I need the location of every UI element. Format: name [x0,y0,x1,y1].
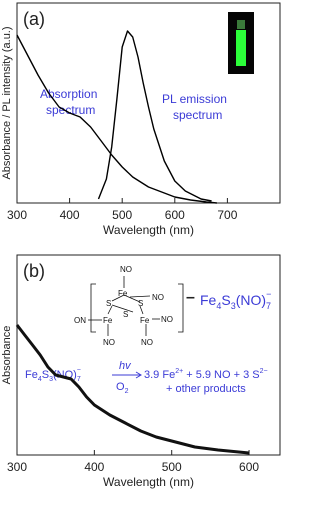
structure-label: Fe [140,316,150,325]
formula-part: 3 [49,376,53,383]
formula-part: 3 [231,301,236,311]
annotation: Absorption [40,87,97,101]
x-tick-label: 400 [84,460,104,474]
formula-part: − [266,289,271,299]
reaction-products: + other products [166,383,246,395]
structure-label: Fe [118,289,128,298]
x-tick-label: 300 [7,460,27,474]
charge: – [186,289,195,306]
x-tick-label: 600 [239,460,259,474]
structure-label: NO [103,338,115,347]
formula-part: S [42,369,49,381]
structure-label: NO [120,265,132,274]
formula-part: 2− [260,368,268,375]
structure-label: NO [141,338,153,347]
plot-frame [16,2,281,204]
structure-label: NO [161,315,173,324]
formula-part: 3.9 Fe [144,369,175,381]
series-line [16,34,217,204]
arrow-head [135,371,142,379]
formula-part: O [116,381,125,393]
reaction-condition: O2 [116,381,129,395]
formula-part: − [77,367,81,374]
structure-label: NO [152,293,164,302]
series-line [97,30,212,202]
formula-part: (NO) [236,292,266,308]
formula-part: 7 [77,376,81,383]
formula-part: 2+ [175,368,183,375]
x-tick-label: 300 [7,208,27,222]
x-tick-label: 700 [217,208,237,222]
panel-label: (a) [23,9,45,29]
structure [88,276,184,336]
formula-part: Fe [200,292,217,308]
x-tick-label: 400 [60,208,80,222]
structure-label: S [123,310,128,319]
x-axis-label: Wavelength (nm) [103,475,194,489]
reaction-condition: hv [119,360,132,372]
x-axis-label: Wavelength (nm) [103,223,194,237]
annotation: spectrum [46,103,95,117]
structure-label: ON [74,316,86,325]
vial-glow [236,30,246,66]
structure-label: S [138,299,143,308]
reaction-products: 3.9 Fe2+ + 5.9 NO + 3 S2− [144,368,268,381]
formula-part: S [221,292,230,308]
formula-part: 4 [216,301,221,311]
figure: Absorption spectrum PL emission spectrum… [1,2,281,489]
y-axis-label: Absorbance / PL intensity (a.u.) [1,26,13,179]
x-tick-label: 500 [162,460,182,474]
plot-frame [16,254,281,456]
formula-part: Fe [25,369,38,381]
structure-label: S [106,299,111,308]
annotation: spectrum [173,108,222,122]
x-tick-label: 600 [165,208,185,222]
formula-part: 2 [125,388,129,395]
series-line [15,324,250,455]
vial-cap [237,20,245,29]
formula-label: Fe4S3(NO)7 − [200,289,271,311]
panel-label: (b) [23,261,45,281]
structure-label: Fe [103,316,113,325]
formula-part: 7 [266,301,271,311]
y-axis-label: Absorbance [1,326,13,385]
formula-part: 4 [38,376,42,383]
x-tick-label: 500 [112,208,132,222]
annotation: PL emission [162,92,227,106]
formula-part: + 5.9 NO + 3 S [183,369,259,381]
